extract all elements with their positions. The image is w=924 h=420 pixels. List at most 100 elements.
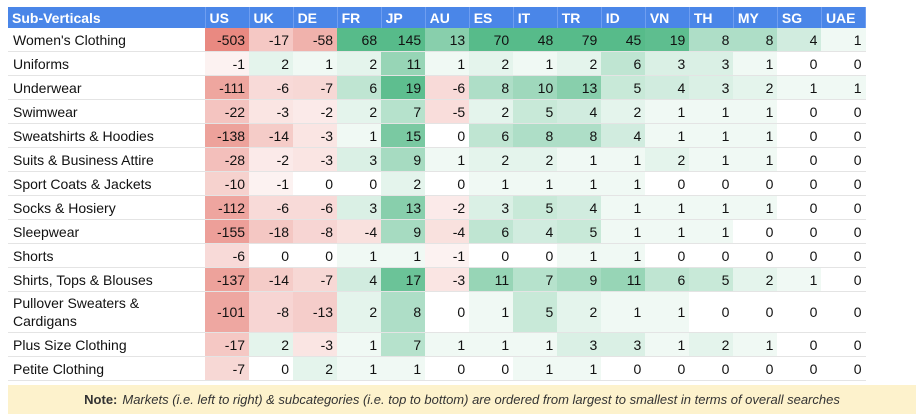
heatmap-cell: -112 [205, 195, 250, 220]
row-label: Suits & Business Attire [8, 147, 205, 172]
heatmap-cell: 8 [469, 75, 514, 100]
heatmap-cell: 1 [689, 123, 734, 148]
heatmap-cell: 19 [645, 28, 690, 52]
heatmap-cell: -1 [205, 51, 250, 76]
heatmap-cell: 6 [469, 219, 514, 244]
heatmap-cell: 9 [381, 147, 426, 172]
heatmap-cell: 1 [601, 243, 646, 268]
heatmap-cell: -101 [205, 291, 250, 333]
heatmap-cell: 4 [513, 219, 558, 244]
heatmap-cell: 0 [601, 356, 646, 381]
row-label: Shirts, Tops & Blouses [8, 267, 205, 292]
heatmap-cell: -22 [205, 99, 250, 124]
heatmap-cell: 8 [689, 28, 734, 52]
heatmap-cell: 3 [469, 195, 514, 220]
heatmap-cell: -503 [205, 28, 250, 52]
heatmap-cell: 3 [337, 147, 382, 172]
heatmap-cell: -6 [249, 195, 294, 220]
heatmap-cell: -7 [205, 356, 250, 381]
heatmap-cell: 8 [557, 123, 602, 148]
heatmap-cell: 48 [513, 28, 558, 52]
heatmap-cell: 13 [425, 28, 470, 52]
heatmap-cell: 1 [513, 51, 558, 76]
heatmap-cell: 0 [777, 332, 822, 357]
heatmap-cell: 0 [425, 291, 470, 333]
heatmap-cell: 4 [557, 195, 602, 220]
table-row: Sweatshirts & Hoodies -138 -14 -3 1 15 0 6 8 8 4 1 1… [8, 123, 866, 148]
heatmap-cell: 1 [513, 332, 558, 357]
column-header-vn: VN [645, 7, 690, 28]
heatmap-cell: 2 [645, 147, 690, 172]
heatmap-cell: 1 [733, 332, 778, 357]
heatmap-cell: -8 [249, 291, 294, 333]
row-label: Sport Coats & Jackets [8, 171, 205, 196]
heatmap-cell: 1 [293, 51, 338, 76]
column-header-es: ES [469, 7, 514, 28]
row-label: Sweatshirts & Hoodies [8, 123, 205, 148]
heatmap-cell: 1 [689, 219, 734, 244]
table-row: Sleepwear -155 -18 -8 -4 9 -4 6 4 5 1 1 1 0 0 0 [8, 219, 866, 244]
heatmap-cell: -14 [249, 267, 294, 292]
heatmap-cell: 9 [557, 267, 602, 292]
note-text: Markets (i.e. left to right) & subcatego… [122, 392, 840, 407]
heatmap-cell: 0 [777, 99, 822, 124]
heatmap-cell: 1 [469, 332, 514, 357]
heatmap-cell: -1 [425, 243, 470, 268]
heatmap-cell: 0 [733, 171, 778, 196]
heatmap-cell: 2 [293, 356, 338, 381]
heatmap-cell: 6 [645, 267, 690, 292]
heatmap-cell: 2 [513, 147, 558, 172]
heatmap-cell: 2 [557, 291, 602, 333]
heatmap-cell: 1 [425, 51, 470, 76]
column-header-uk: UK [249, 7, 294, 28]
heatmap-cell: -17 [249, 28, 294, 52]
heatmap-cell: 2 [337, 99, 382, 124]
heatmap-cell: 1 [733, 195, 778, 220]
heatmap-cell: 4 [777, 28, 822, 52]
heatmap-cell: 0 [821, 51, 866, 76]
heatmap-cell: 4 [337, 267, 382, 292]
heatmap-cell: 0 [293, 243, 338, 268]
heatmap-cell: 1 [733, 123, 778, 148]
heatmap-cell: 0 [689, 291, 734, 333]
heatmap-cell: 2 [469, 99, 514, 124]
header-row: Sub-Verticals US UK DE FR JP AU ES IT TR ID VN TH MY… [8, 7, 867, 28]
heatmap-cell: 70 [469, 28, 514, 52]
heatmap-cell: 19 [381, 75, 426, 100]
note-label: Note: [84, 392, 118, 407]
heatmap-cell: 0 [513, 243, 558, 268]
row-label: Swimwear [8, 99, 205, 124]
heatmap-cell: 5 [513, 195, 558, 220]
heatmap-cell: 11 [469, 267, 514, 292]
heatmap-cell: 2 [733, 75, 778, 100]
table-row: Pullover Sweaters & Cardigans -101 -8 -13 2 8… [8, 291, 866, 333]
heatmap-cell: 0 [777, 356, 822, 381]
heatmap-cell: -18 [249, 219, 294, 244]
heatmap-cell: 0 [249, 243, 294, 268]
column-header-id: ID [601, 7, 646, 28]
heatmap-cell: 0 [777, 219, 822, 244]
heatmap-cell: 1 [557, 356, 602, 381]
table-row: Plus Size Clothing -17 2 -3 1 7 1 1 1 3 3 1 2 1 0 0 [8, 332, 866, 357]
heatmap-cell: 0 [425, 356, 470, 381]
table-row: Shirts, Tops & Blouses -137 -14 -7 4 17 -3 11 7 9… [8, 267, 866, 292]
heatmap-cell: 0 [821, 195, 866, 220]
heatmap-cell: 2 [469, 147, 514, 172]
heatmap-cell: 0 [733, 219, 778, 244]
heatmap-cell: 0 [337, 171, 382, 196]
heatmap-cell: 1 [821, 28, 866, 52]
column-header-th: TH [689, 7, 734, 28]
heatmap-cell: 0 [821, 219, 866, 244]
heatmap-cell: 0 [821, 291, 866, 333]
heatmap-cell: 10 [513, 75, 558, 100]
heatmap-cell: 3 [557, 332, 602, 357]
footnote-banner: Note: Markets (i.e. left to right) & sub… [8, 385, 916, 414]
row-label: Socks & Hosiery [8, 195, 205, 220]
table-row: Women's Clothing -503 -17 -58 68 145 13 70 48 79 4… [8, 28, 866, 52]
heatmap-cell: 8 [381, 291, 426, 333]
heatmap-cell: 0 [293, 171, 338, 196]
heatmap-cell: -28 [205, 147, 250, 172]
row-label: Underwear [8, 75, 205, 100]
heatmap-cell: 2 [689, 332, 734, 357]
heatmap-cell: 1 [601, 195, 646, 220]
